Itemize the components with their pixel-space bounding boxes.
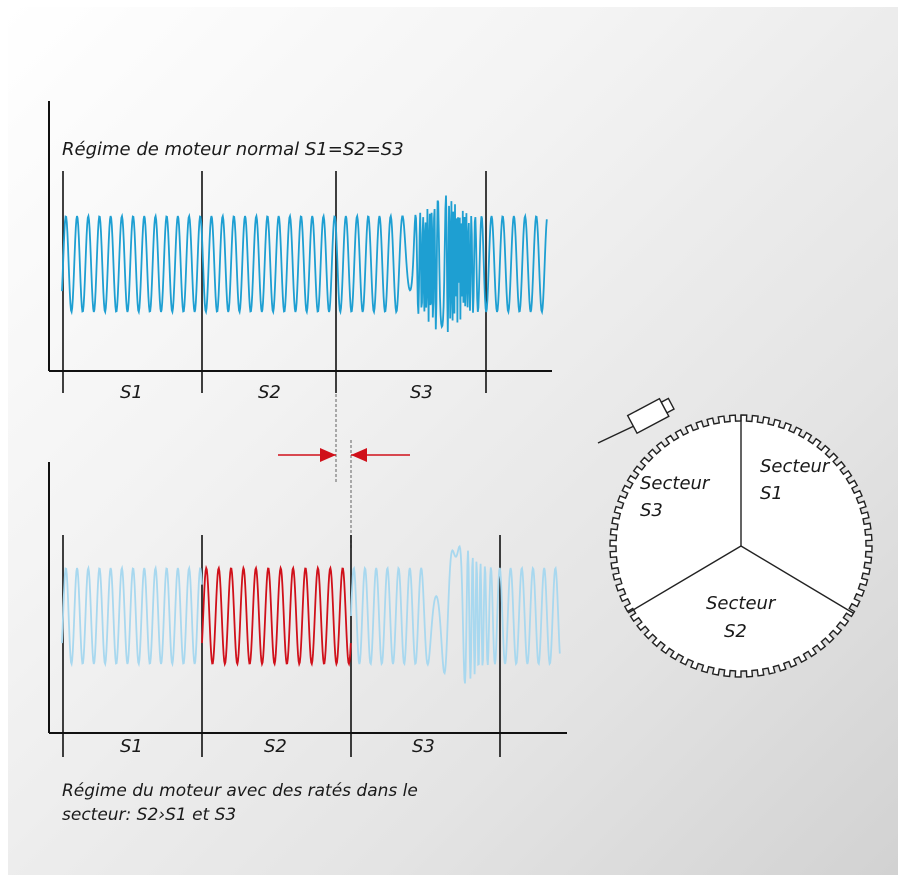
bottom-sector-label-s3: S3	[412, 736, 435, 757]
bottom-chart-caption-line1: Régime du moteur avec des ratés dans le	[62, 781, 418, 801]
bottom-sector-label-s1: S1	[120, 736, 143, 757]
bottom-sector-label-s2: S2	[264, 736, 287, 757]
arrow-left-head	[351, 448, 367, 462]
sensor-tip	[660, 397, 675, 414]
wheel-label-s1-title: Secteur	[760, 456, 831, 477]
bottom-chart: S1 S2 S3	[48, 462, 567, 757]
flywheel-sensor-diagram: Secteur S1 Secteur S3 Secteur S2	[597, 397, 873, 678]
top-sector-label-s2: S2	[258, 382, 281, 403]
top-speed-signal	[61, 195, 548, 332]
wheel-label-s2-title: Secteur	[706, 593, 777, 614]
wheel-label-s2-id: S2	[724, 621, 747, 642]
top-sector-label-s3: S3	[410, 382, 433, 403]
wheel-label-s1-id: S1	[760, 483, 783, 504]
top-sector-label-s1: S1	[120, 382, 143, 403]
bottom-speed-signal-s3	[350, 544, 561, 684]
top-chart: Régime de moteur normal S1=S2=S3 S1 S2 S…	[48, 101, 552, 403]
time-shift-indicator	[278, 394, 410, 550]
arrow-right-head	[320, 448, 336, 462]
sensor-cable	[597, 425, 635, 444]
bottom-speed-signal-s1	[61, 564, 203, 668]
top-chart-title: Régime de moteur normal S1=S2=S3	[62, 139, 404, 160]
wheel-label-s3-id: S3	[640, 500, 663, 521]
sector-boundary-line	[627, 545, 742, 614]
bottom-chart-caption-line2: secteur: S2›S1 et S3	[62, 805, 237, 825]
speed-sensor-icon	[597, 397, 675, 444]
wheel-label-s3-title: Secteur	[640, 473, 711, 494]
sector-boundary-line	[740, 545, 854, 614]
bottom-speed-signal-s2-misfire	[201, 564, 352, 668]
